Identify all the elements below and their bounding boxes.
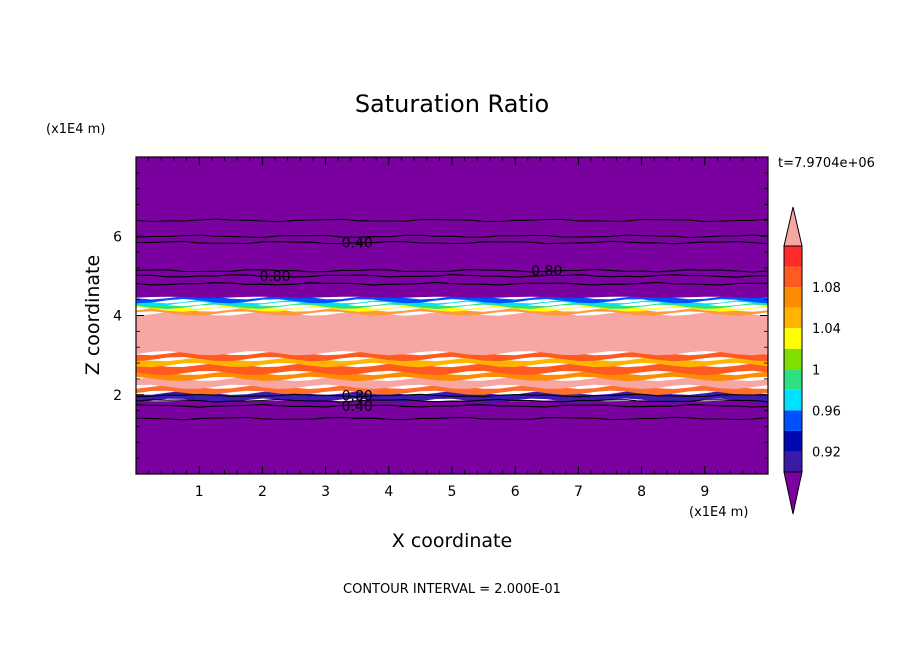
filled-band [136,301,768,309]
filled-bands [136,157,768,474]
colorbar-frame [783,245,803,473]
colorbar-bottom-arrow [783,471,803,515]
y-tick-label: 4 [113,309,122,325]
chart-title: Saturation Ratio [355,90,549,118]
contour-line [136,403,768,408]
x-tick-label: 5 [448,484,457,500]
colorbar-segment [784,328,802,349]
colorbar-segment [784,430,802,452]
colorbar-level-label: 1.08 [812,281,841,296]
filled-band [136,376,768,389]
filled-band [136,311,768,356]
x-unit-label: (x1E4 m) [689,505,748,520]
contour-line [136,398,768,403]
y-unit-label: (x1E4 m) [46,122,105,137]
contour-interval-footer: CONTOUR INTERVAL = 2.000E-01 [343,582,561,597]
colorbar-segment [784,246,802,267]
colorbar-segment [784,307,802,329]
filled-band [136,356,768,368]
colorbar-segment [784,348,802,370]
contour-line [136,240,768,245]
y-ticks: 2 4 6 [113,172,768,459]
contour-line [136,416,768,421]
colorbar-segment [784,369,802,390]
x-tick-label: 3 [321,484,330,500]
y-tick-label: 2 [113,388,122,404]
time-label: t=7.9704e+06 [778,156,875,171]
x-tick-label: 2 [258,484,267,500]
contour-line [136,218,768,223]
colorbar-top-arrow [783,206,803,247]
contour-label: 0.80 [531,264,562,280]
contour-label: 0.40 [342,236,373,252]
filled-band [136,384,768,395]
x-tick-label: 6 [511,484,520,500]
colorbar-segment [784,410,802,431]
colorbar-segment [784,287,802,308]
x-axis-label: X coordinate [392,530,512,552]
colorbar-segment [784,451,802,472]
contour-label: 0.80 [259,269,290,285]
contour-line [136,393,768,398]
y-axis-label: Z coordinate [82,255,104,375]
colorbar-level-label: 1.04 [812,322,841,337]
contour-line [136,274,768,278]
contour-line [136,268,768,273]
colorbar-level-label: 0.96 [812,404,841,419]
colorbar-level-label: 0.92 [812,445,841,460]
filled-band [136,400,768,474]
contour-label: 0.40 [342,399,373,415]
colorbar: 0.92 0.96 1 1.04 1.08 [783,206,841,515]
filled-band [136,157,768,298]
x-tick-label: 9 [700,484,709,500]
contour-lines: 0.400.800.800.800.40 [136,218,768,421]
contour-line [136,281,768,286]
x-tick-label: 7 [574,484,583,500]
x-ticks: 1 2 3 4 5 6 7 8 9 [148,157,769,500]
y-tick-label: 6 [113,229,122,245]
x-tick-label: 4 [384,484,393,500]
colorbar-segment [784,266,802,288]
plot-area: 0.400.800.800.800.40 [136,157,768,474]
colorbar-level-label: 1 [812,363,820,378]
contour-line [136,234,768,239]
x-tick-label: 8 [637,484,646,500]
colorbar-segment [784,389,802,411]
x-tick-label: 1 [195,484,204,500]
